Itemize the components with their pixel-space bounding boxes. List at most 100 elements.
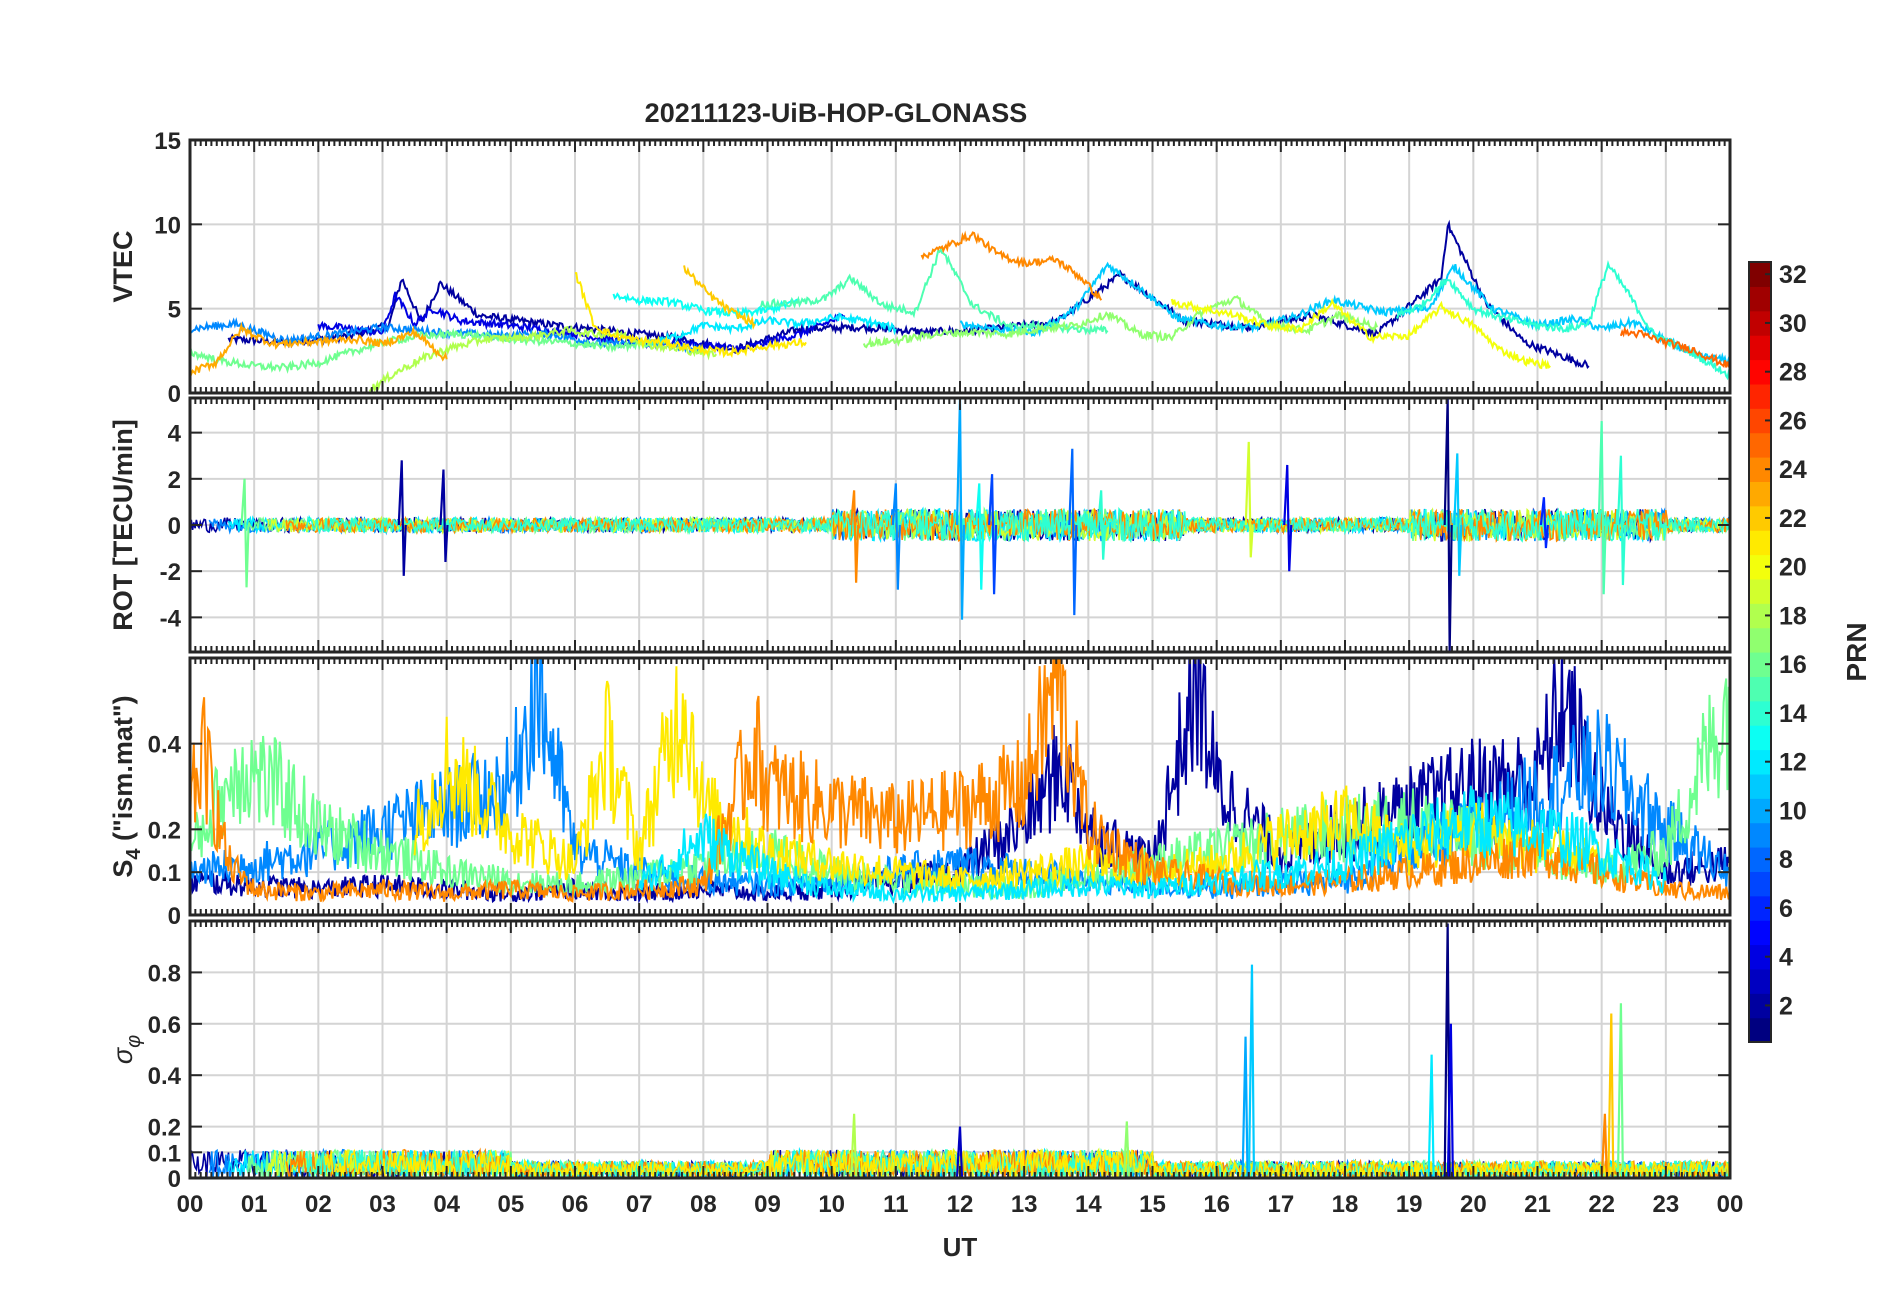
plot-area bbox=[190, 398, 1730, 652]
spike-prn-11 bbox=[1247, 964, 1256, 1178]
colorbar-swatch bbox=[1749, 798, 1771, 824]
series-line-prn-12 bbox=[638, 785, 1667, 905]
series-line-prn-20 bbox=[1170, 297, 1551, 370]
colorbar-tick-label: 26 bbox=[1779, 407, 1807, 435]
colorbar-swatch bbox=[1749, 383, 1771, 409]
x-tick-label: 21 bbox=[1524, 1191, 1551, 1218]
spike-prn-24 bbox=[1600, 1113, 1609, 1178]
plot-area bbox=[190, 658, 1730, 905]
colorbar-tick-label: 30 bbox=[1779, 310, 1807, 338]
series-line-prn-17 bbox=[862, 295, 1379, 349]
plot-area bbox=[190, 219, 1730, 393]
colorbar-swatch bbox=[1749, 359, 1771, 385]
x-tick-label: 07 bbox=[626, 1191, 653, 1218]
panel-2: -4 -2 0 2 4 ROT [TECU/min] bbox=[108, 396, 1732, 654]
x-tick-label: 10 bbox=[818, 1191, 845, 1218]
panel-4: 00.10.2 0.4 0.6 0.8 σφ 00 01 02 03 04 05 06 07 08 09 10… bbox=[108, 919, 1743, 1218]
colorbar-swatch bbox=[1749, 968, 1771, 994]
colorbar-tick-label: 20 bbox=[1779, 554, 1807, 582]
spike-prn-4 bbox=[1283, 464, 1293, 572]
spike-prn-2 bbox=[439, 469, 449, 563]
series-line-prn-18 bbox=[368, 324, 717, 393]
y-axis-label: σφ bbox=[108, 1035, 145, 1064]
spike-prn-9 bbox=[891, 483, 901, 590]
series-line-prn-2 bbox=[227, 219, 1590, 370]
colorbar-tick-label: 16 bbox=[1779, 651, 1807, 679]
spike-prn-10 bbox=[1241, 1036, 1250, 1178]
colorbar-swatch bbox=[1749, 871, 1771, 897]
x-ticks bbox=[189, 140, 1731, 393]
x-tick-label: 12 bbox=[947, 1191, 974, 1218]
x-tick-label: 03 bbox=[369, 1191, 396, 1218]
colorbar-swatch bbox=[1749, 944, 1771, 970]
y-axis-label-main: S bbox=[108, 860, 138, 878]
y-tick-label: 0.1 bbox=[148, 860, 181, 887]
spike-prn-6 bbox=[1539, 497, 1550, 549]
y-tick-label: 0 bbox=[168, 903, 181, 930]
series-line-prn-16 bbox=[190, 327, 653, 374]
x-axis-label: UT bbox=[943, 1232, 978, 1262]
y-tick-label: 2 bbox=[168, 467, 181, 494]
colorbar-swatch bbox=[1749, 652, 1771, 677]
y-tick-label: 0.2 bbox=[148, 817, 181, 844]
colorbar-swatch bbox=[1749, 773, 1771, 799]
colorbar-tick-label: 18 bbox=[1779, 602, 1807, 630]
spike-prn-17 bbox=[1122, 1121, 1131, 1178]
colorbar-swatch bbox=[1749, 676, 1771, 702]
colorbar-swatch bbox=[1749, 286, 1771, 312]
spike-prn-10 bbox=[955, 398, 966, 620]
colorbar-swatch bbox=[1749, 822, 1771, 848]
colorbar-label: PRN bbox=[1841, 622, 1872, 681]
colorbar-swatch bbox=[1749, 725, 1771, 751]
colorbar-swatch bbox=[1749, 603, 1771, 629]
y-tick-label: 0.6 bbox=[148, 1012, 181, 1039]
colorbar-tick-label: 22 bbox=[1779, 505, 1807, 533]
y-tick-label: 15 bbox=[154, 128, 181, 155]
y-axis-label: VTEC bbox=[108, 230, 138, 302]
x-tick-label: 19 bbox=[1396, 1191, 1423, 1218]
y-tick-label: 5 bbox=[168, 297, 181, 324]
y-axis-label-rest: ("ism.mat") bbox=[108, 695, 138, 848]
x-tick-label: 09 bbox=[754, 1191, 781, 1218]
colorbar-tick-label: 32 bbox=[1779, 261, 1807, 289]
x-tick-label: 23 bbox=[1652, 1191, 1679, 1218]
x-tick-label: 15 bbox=[1139, 1191, 1166, 1218]
series-line-prn-23 bbox=[190, 321, 448, 378]
colorbar-swatch bbox=[1749, 481, 1771, 507]
series-line-prn-22 bbox=[683, 265, 756, 331]
y-tick-label: 0 bbox=[168, 381, 181, 408]
series-line-prn-14 bbox=[1396, 260, 1730, 381]
x-tick-label: 01 bbox=[241, 1191, 268, 1218]
colorbar-swatch bbox=[1749, 310, 1771, 336]
colorbar-swatch bbox=[1749, 457, 1771, 482]
spike-prn-24 bbox=[850, 490, 860, 583]
colorbar-swatch bbox=[1749, 578, 1771, 604]
series-line-prn-24 bbox=[190, 658, 1730, 903]
panel-1: 0 5 10 15 VTEC bbox=[108, 128, 1732, 408]
y-ticks: -4 -2 0 2 4 bbox=[160, 421, 1730, 632]
colorbar-swatch bbox=[1749, 895, 1771, 921]
y-ticks: 00.10.2 0.4 0.6 0.8 bbox=[148, 960, 1730, 1193]
spike-prn-16 bbox=[240, 478, 250, 588]
spike-prn-2 bbox=[397, 460, 407, 576]
series-line-prn-11 bbox=[959, 261, 1730, 366]
colorbar-swatch bbox=[1749, 627, 1771, 653]
x-tick-label: 08 bbox=[690, 1191, 717, 1218]
colorbar-swatch bbox=[1749, 554, 1771, 580]
x-tick-label: 18 bbox=[1332, 1191, 1359, 1218]
x-tick-label: 05 bbox=[497, 1191, 524, 1218]
y-axis-label: S4 ("ism.mat") bbox=[108, 695, 145, 877]
x-tick-label: 22 bbox=[1588, 1191, 1615, 1218]
colorbar-tick-label: 14 bbox=[1779, 700, 1807, 728]
colorbar-tick-label: 8 bbox=[1779, 846, 1793, 874]
y-tick-label: 4 bbox=[168, 421, 182, 448]
spike-prn-11 bbox=[1453, 453, 1463, 576]
colorbar-frame bbox=[1748, 261, 1772, 1043]
y-axis-label: ROT [TECU/min] bbox=[108, 419, 138, 630]
y-tick-label: 0.1 bbox=[148, 1140, 181, 1167]
colorbar-swatch bbox=[1749, 1017, 1771, 1043]
series-line-prn-21 bbox=[575, 272, 807, 359]
spike-prn-7 bbox=[987, 474, 998, 595]
